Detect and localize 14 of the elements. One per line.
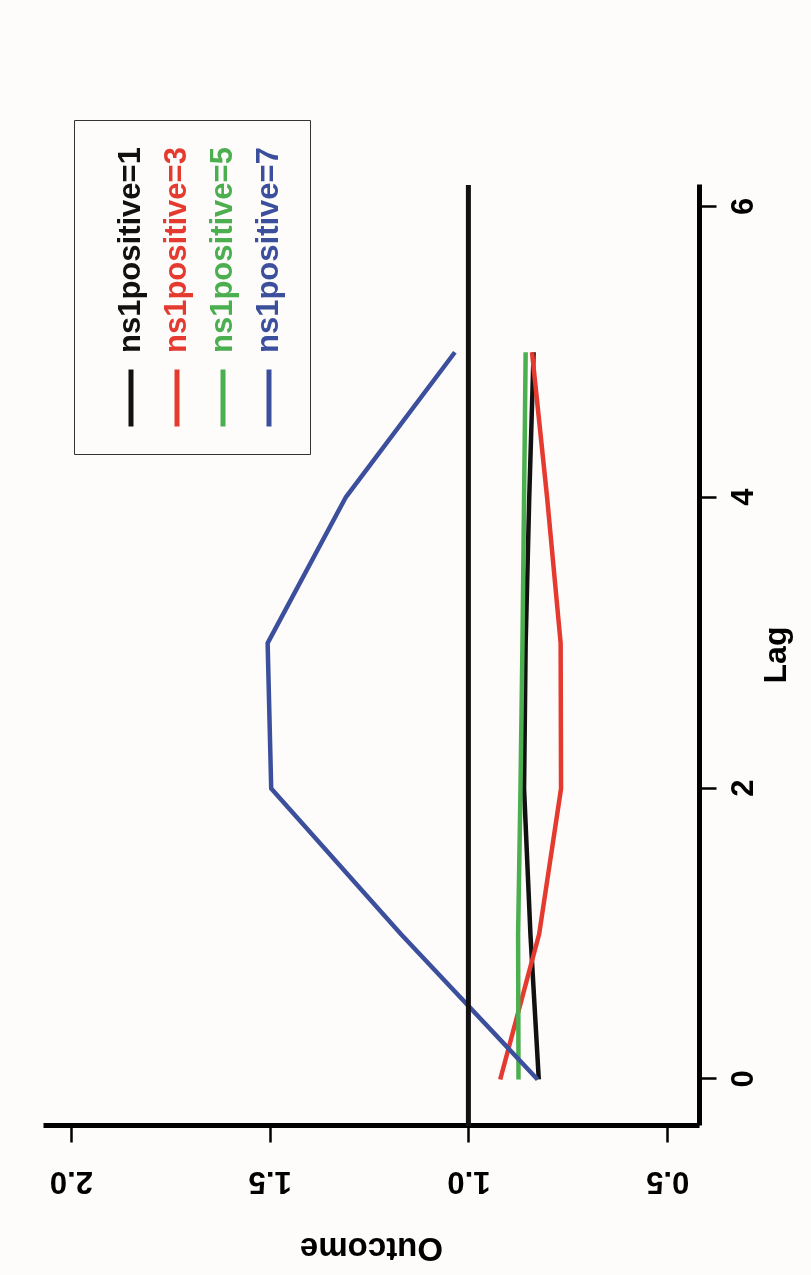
text: ns1positive=5 bbox=[204, 147, 239, 353]
y-tick-label: 2 bbox=[724, 779, 760, 797]
x-axis-title: Outcome bbox=[299, 1230, 444, 1268]
text: ns1positive=1 bbox=[112, 147, 147, 353]
text: ns1positive=3 bbox=[158, 147, 193, 353]
y-tick-label: 6 bbox=[724, 197, 760, 215]
y-tick-label: 0 bbox=[724, 1070, 760, 1088]
y-tick-label: 4 bbox=[724, 487, 760, 506]
x-tick-label: 0.5 bbox=[646, 1164, 690, 1200]
text: ns1positive=7 bbox=[250, 147, 285, 353]
x-tick-label: 1.0 bbox=[447, 1164, 491, 1200]
y-axis-title: Lag bbox=[756, 626, 793, 684]
x-tick-label: 1.5 bbox=[248, 1164, 292, 1200]
x-tick-label: 2.0 bbox=[49, 1164, 93, 1200]
